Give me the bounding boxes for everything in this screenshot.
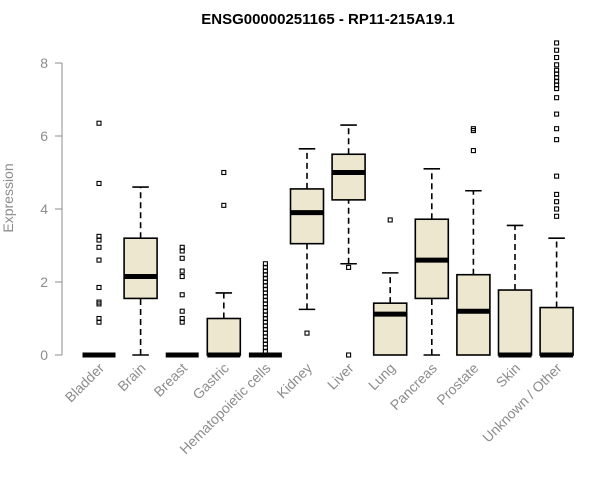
outlier-point [554, 95, 560, 101]
chart-title: ENSG00000251165 - RP11-215A19.1 [201, 11, 455, 28]
outlier-point [554, 199, 560, 205]
box-9 [456, 126, 491, 356]
box-rect [331, 153, 366, 201]
outlier-point [554, 40, 560, 46]
x-category-label: Prostate [433, 360, 481, 408]
outlier-point [221, 169, 227, 176]
outlier-point [96, 257, 102, 263]
box-1 [123, 186, 158, 356]
outlier-point [554, 62, 560, 68]
y-tick-label: 4 [40, 201, 48, 217]
x-category-label: Brain [114, 360, 148, 394]
outlier-point [346, 352, 352, 358]
x-category-label: Bladder [62, 360, 108, 406]
outlier-point [96, 120, 102, 126]
box-rect [123, 237, 158, 300]
box-rect [456, 273, 491, 356]
outlier-point [554, 54, 560, 61]
outlier-point [179, 255, 185, 261]
outlier-point [179, 319, 185, 325]
box-2 [165, 244, 199, 358]
outlier-point [221, 202, 227, 208]
x-category-label: Unknown / Other [479, 360, 565, 446]
outlier-point [554, 137, 560, 143]
outlier-point [179, 248, 185, 254]
y-axis-label: Expression [0, 163, 16, 232]
outlier-point [179, 273, 185, 280]
outlier-point [346, 264, 352, 270]
box-rect [372, 302, 408, 356]
box-4 [248, 261, 282, 358]
outlier-point [96, 284, 102, 291]
outlier-point [470, 127, 476, 134]
outlier-point [304, 330, 310, 336]
box-rect [539, 306, 574, 356]
outlier-point [96, 180, 102, 186]
outlier-point [554, 86, 560, 92]
box-rect [289, 188, 325, 245]
outlier-point [179, 268, 185, 274]
outlier-point [554, 47, 560, 53]
outlier-point [470, 148, 476, 154]
box-5 [289, 147, 325, 336]
outlier-point [96, 237, 102, 243]
box-11 [539, 40, 574, 358]
x-category-label: Liver [324, 360, 357, 393]
outlier-point [96, 319, 102, 325]
box-8 [414, 168, 450, 356]
outlier-point [554, 213, 560, 219]
box-3 [206, 169, 242, 358]
outlier-point [387, 217, 393, 223]
box-6 [331, 124, 366, 358]
y-tick-label: 2 [40, 274, 48, 290]
outlier-point [179, 308, 185, 314]
y-tick-label: 8 [40, 55, 48, 71]
box-rect [497, 289, 533, 356]
outlier-point [554, 111, 560, 117]
box-0 [82, 120, 116, 358]
box-rect [206, 317, 242, 356]
y-tick-label: 6 [40, 128, 48, 144]
x-category-label: Breast [150, 360, 190, 400]
y-tick-label: 0 [40, 347, 48, 363]
outlier-point [554, 173, 560, 179]
x-category-label: Kidney [274, 360, 316, 402]
box-7 [372, 217, 408, 356]
outlier-point [96, 244, 102, 250]
box-plots [82, 40, 574, 358]
y-axis: 0 2 4 6 8 [40, 55, 63, 363]
outlier-point [179, 292, 185, 298]
box-10 [497, 224, 533, 358]
x-category-label: Skin [493, 360, 524, 391]
outlier-point [554, 206, 560, 212]
outlier-point [262, 348, 268, 354]
x-category-label: Lung [365, 360, 398, 393]
outlier-point [554, 191, 560, 197]
outlier-point [554, 126, 560, 132]
outlier-point [96, 301, 102, 307]
